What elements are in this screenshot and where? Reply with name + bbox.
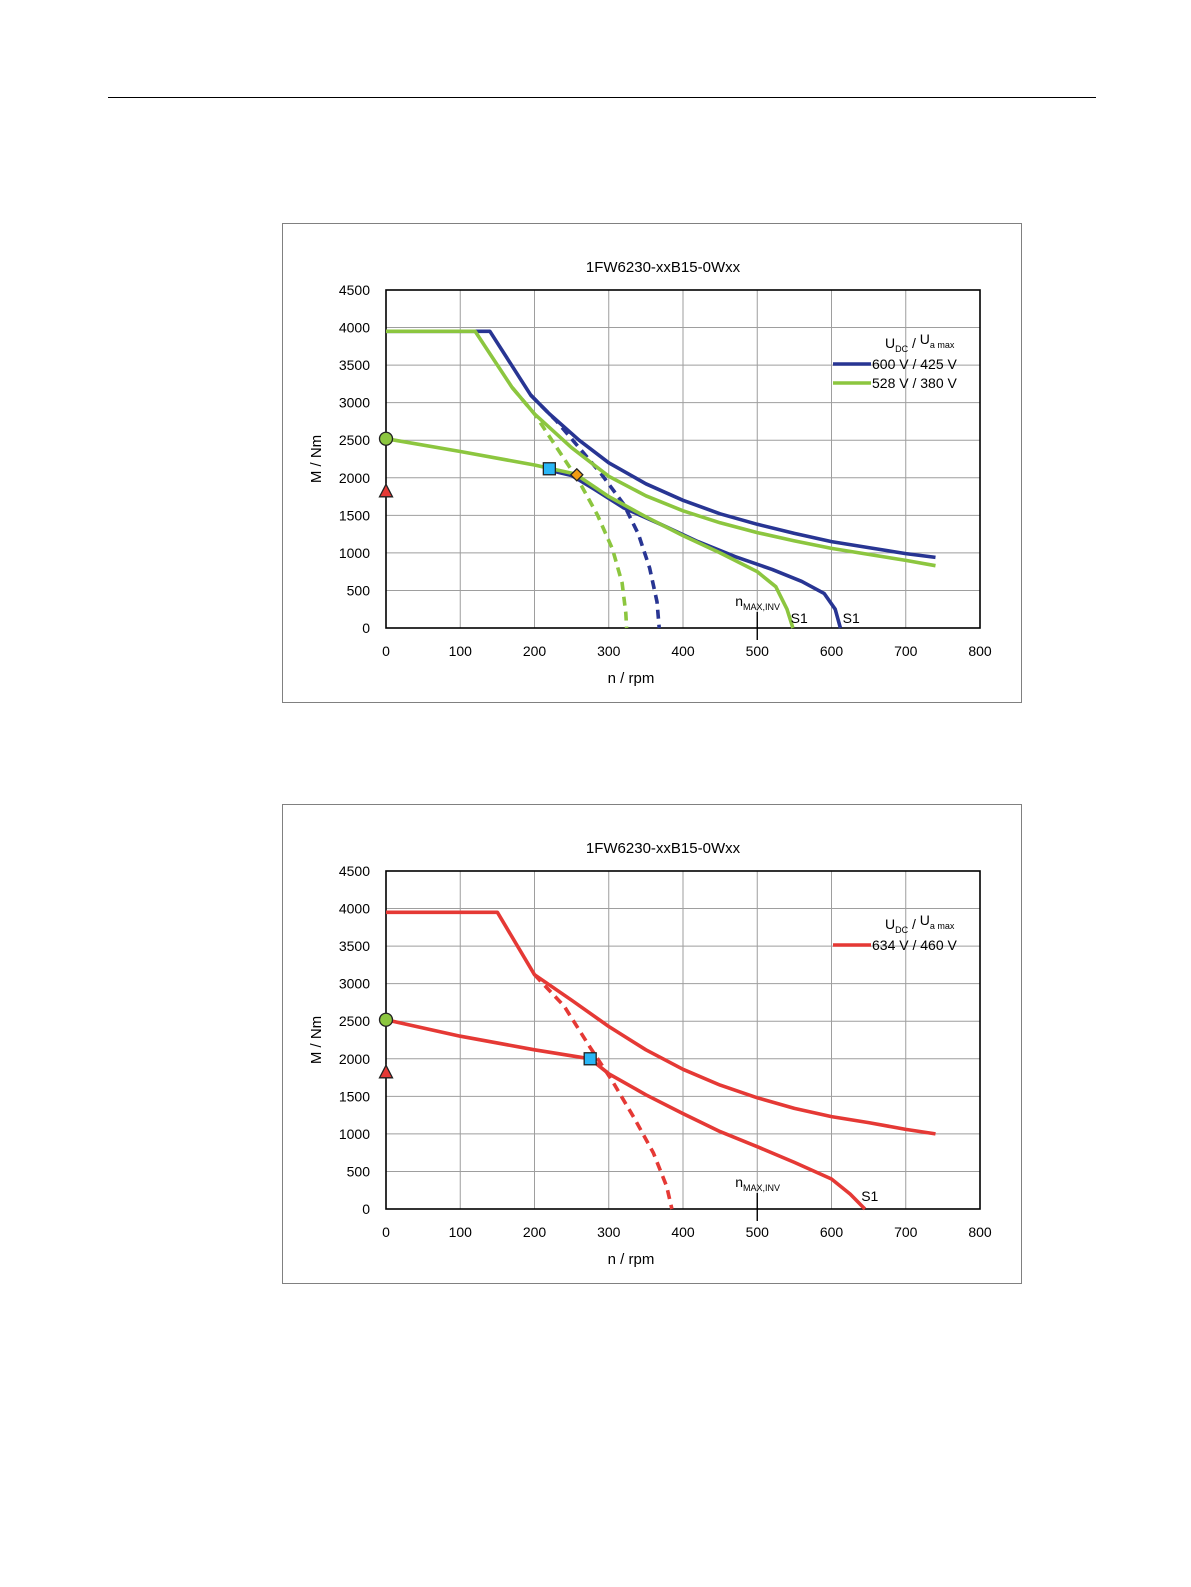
x-tick-label: 500 <box>746 643 770 659</box>
y-tick-label: 4000 <box>339 320 370 336</box>
legend-entry-label: 528 V / 380 V <box>872 375 958 391</box>
y-tick-label: 2000 <box>339 1051 370 1067</box>
y-tick-label: 1000 <box>339 545 370 561</box>
plot-area-border <box>385 870 981 1210</box>
y-tick-label: 4000 <box>339 901 370 917</box>
chart-2-svg: 1FW6230-xxB15-0Wxx 0 100 200 300 400 500 600 700… <box>308 840 992 1268</box>
y-tick-label: 500 <box>347 1163 371 1179</box>
x-tick-label: 300 <box>597 643 621 659</box>
header-rule <box>108 97 1096 98</box>
s1-label: S1 <box>843 610 860 626</box>
marker-square <box>542 462 557 476</box>
series-1 <box>385 910 936 1211</box>
n-max-label: nMAX,INV <box>735 1174 780 1193</box>
x-tick-label: 200 <box>523 1224 547 1240</box>
grid <box>385 289 981 629</box>
y-tick-label: 3500 <box>339 938 370 954</box>
y-tick-label: 3500 <box>339 357 370 373</box>
x-tick-label: 300 <box>597 1224 621 1240</box>
x-tick-label: 0 <box>382 643 390 659</box>
legend: UDC / Ua max 634 V / 460 V <box>833 912 958 953</box>
torque-speed-chart-1: 1FW6230-xxB15-0Wxx 0 100 200 300 400 500 600 700… <box>282 223 1022 703</box>
x-tick-label: 100 <box>449 643 473 659</box>
legend-header: UDC / Ua max <box>885 331 955 354</box>
marker-triangle <box>378 1063 394 1079</box>
x-tick-label: 600 <box>820 643 844 659</box>
series-1-curve-dashed <box>533 973 674 1210</box>
x-axis-label: n / rpm <box>608 1251 655 1268</box>
marker-circle <box>378 431 394 446</box>
plot-area-border <box>385 289 981 629</box>
y-tick-label: 1500 <box>339 1088 370 1104</box>
marker-square <box>583 1052 597 1066</box>
series-2-curve-solid <box>385 436 795 629</box>
y-axis-label: M / Nm <box>308 435 325 483</box>
n-max-label: nMAX,INV <box>735 593 780 612</box>
y-tick-label: 3000 <box>339 395 370 411</box>
x-tick-label: 800 <box>968 643 992 659</box>
y-tick-label: 4500 <box>339 863 370 879</box>
y-tick-label: 2000 <box>339 470 370 486</box>
y-tick-label: 1500 <box>339 507 370 523</box>
chart-title: 1FW6230-xxB15-0Wxx <box>586 259 741 276</box>
legend-entry-label: 634 V / 460 V <box>872 937 958 953</box>
y-tick-label: 4500 <box>339 282 370 298</box>
chart-title: 1FW6230-xxB15-0Wxx <box>586 840 741 857</box>
x-tick-label: 400 <box>671 643 695 659</box>
x-tick-label: 700 <box>894 643 918 659</box>
marker-triangle <box>378 482 394 498</box>
series-2-curve-solid <box>386 329 936 568</box>
y-tick-label: 3000 <box>339 976 370 992</box>
x-axis-label: n / rpm <box>608 670 655 687</box>
y-axis-label: M / Nm <box>308 1016 325 1064</box>
series-2-curve-dashed <box>510 386 629 629</box>
x-tick-label: 700 <box>894 1224 918 1240</box>
x-tick-label: 0 <box>382 1224 390 1240</box>
x-tick-label: 400 <box>671 1224 695 1240</box>
series-1 <box>386 329 936 629</box>
s1-label: S1 <box>861 1188 878 1204</box>
marker-diamond <box>569 467 584 482</box>
x-tick-label: 100 <box>449 1224 473 1240</box>
series-1-curve-solid <box>385 1017 867 1211</box>
x-tick-label: 500 <box>746 1224 770 1240</box>
y-tick-label: 2500 <box>339 432 370 448</box>
x-tick-label: 600 <box>820 1224 844 1240</box>
series-1-curve-solid <box>548 468 843 629</box>
series-2 <box>385 329 936 629</box>
x-tick-label: 800 <box>968 1224 992 1240</box>
chart-1-svg: 1FW6230-xxB15-0Wxx 0 100 200 300 400 500 600 700… <box>308 259 992 687</box>
y-tick-label: 0 <box>362 1201 370 1217</box>
legend-header: UDC / Ua max <box>885 912 955 935</box>
y-tick-label: 0 <box>362 620 370 636</box>
y-tick-label: 1000 <box>339 1126 370 1142</box>
s1-label: S1 <box>791 610 808 626</box>
y-tick-label: 500 <box>347 582 371 598</box>
x-tick-label: 200 <box>523 643 547 659</box>
legend: UDC / Ua max 600 V / 425 V 528 V / 380 V <box>833 331 958 391</box>
torque-speed-chart-2: 1FW6230-xxB15-0Wxx 0 100 200 300 400 500 600 700… <box>282 804 1022 1284</box>
marker-circle <box>378 1012 394 1027</box>
y-tick-label: 2500 <box>339 1013 370 1029</box>
legend-entry-label: 600 V / 425 V <box>872 356 958 372</box>
